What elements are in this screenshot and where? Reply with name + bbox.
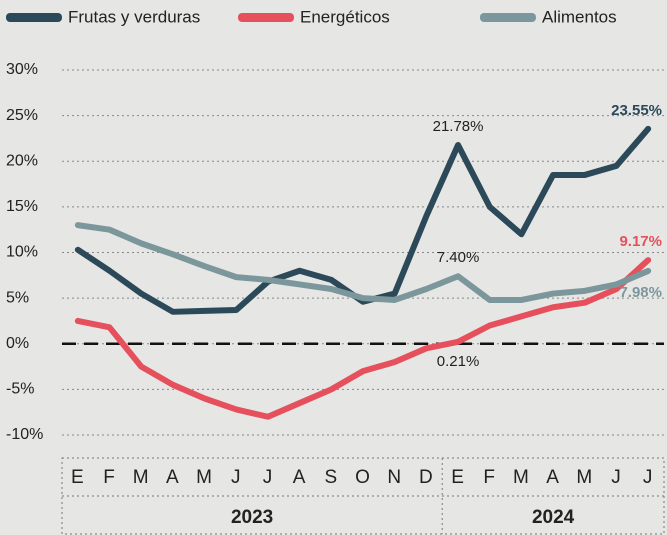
x-tick-label: J [643,467,654,488]
x-tick-label: E [71,467,85,488]
x-tick-label: N [387,467,402,488]
value-label: 21.78% [433,118,484,135]
year-label: 2023 [231,507,273,528]
legend-label: Frutas y verduras [68,7,200,26]
x-tick-label: A [293,467,307,488]
x-tick-label: F [103,467,116,488]
x-tick-label: M [513,467,530,488]
value-label: 0.21% [437,353,480,370]
x-tick-label: M [133,467,150,488]
y-tick-label: 15% [6,198,38,215]
y-tick-label: -5% [6,381,34,398]
y-tick-label: 30% [6,61,38,78]
x-tick-label: D [419,467,434,488]
legend-label: Alimentos [542,7,617,26]
x-tick-label: F [483,467,496,488]
y-tick-label: -10% [6,426,43,443]
value-label: 7.40% [437,249,480,266]
y-tick-label: 20% [6,152,38,169]
value-label: 9.17% [619,233,662,250]
value-label: 7.98% [619,284,662,301]
x-tick-label: J [263,467,274,488]
x-tick-label: O [355,467,371,488]
x-tick-label: A [546,467,560,488]
year-label: 2024 [532,507,575,528]
series-line [74,125,652,315]
legend-label: Energéticos [300,7,390,26]
x-tick-label: E [451,467,465,488]
x-tick-label: M [196,467,213,488]
y-tick-label: 25% [6,107,38,124]
x-tick-label: J [231,467,242,488]
legend-swatch [480,13,536,22]
x-tick-label: S [324,467,338,488]
y-tick-label: 10% [6,244,38,261]
series-line [74,222,652,303]
legend-swatch [6,13,62,22]
value-label: 23.55% [611,102,662,119]
x-tick-label: J [611,467,622,488]
legend-swatch [238,13,294,22]
x-tick-label: M [576,467,593,488]
y-tick-label: 5% [6,289,29,306]
y-tick-label: 0% [6,335,29,352]
series-line [74,257,652,420]
x-tick-label: A [166,467,180,488]
